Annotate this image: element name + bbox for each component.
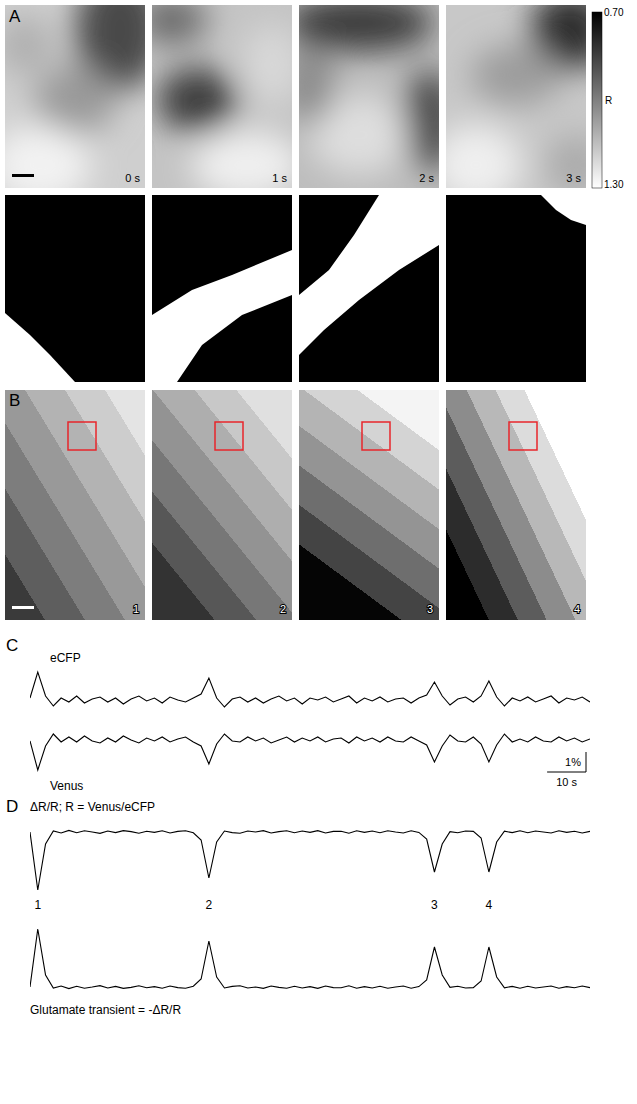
html-text:eCFP: eCFP: [50, 651, 81, 665]
svg-text:0 s: 0 s: [125, 172, 140, 184]
svg-text:R: R: [605, 95, 612, 106]
svg-text:B: B: [9, 391, 20, 410]
html-text:1: 1: [34, 898, 42, 912]
svg-text:2 s: 2 s: [419, 172, 434, 184]
svg-text:3: 3: [427, 603, 433, 615]
svg-text:0.70: 0.70: [604, 7, 624, 18]
svg-text:1.30: 1.30: [604, 179, 624, 190]
svg-text:1 s: 1 s: [272, 172, 287, 184]
html-text:C: C: [6, 636, 19, 655]
svg-text:10 s: 10 s: [556, 776, 577, 788]
svg-text:3 s: 3 s: [566, 172, 581, 184]
html-text:3: 3: [431, 898, 438, 912]
svg-text:1: 1: [133, 603, 139, 615]
html-text:4: 4: [485, 898, 493, 912]
svg-text:1%: 1%: [565, 756, 581, 768]
svg-text:4: 4: [574, 603, 580, 615]
html-text:Glutamate transient = -ΔR/R: Glutamate transient = -ΔR/R: [30, 1003, 182, 1017]
svg-text:A: A: [9, 7, 21, 26]
html-text:Venus: Venus: [50, 779, 84, 793]
svg-text:2: 2: [280, 603, 286, 615]
html-text:2: 2: [205, 898, 213, 912]
html-text:ΔR/R; R = Venus/eCFP: ΔR/R; R = Venus/eCFP: [30, 800, 156, 814]
html-text:D: D: [6, 797, 19, 816]
